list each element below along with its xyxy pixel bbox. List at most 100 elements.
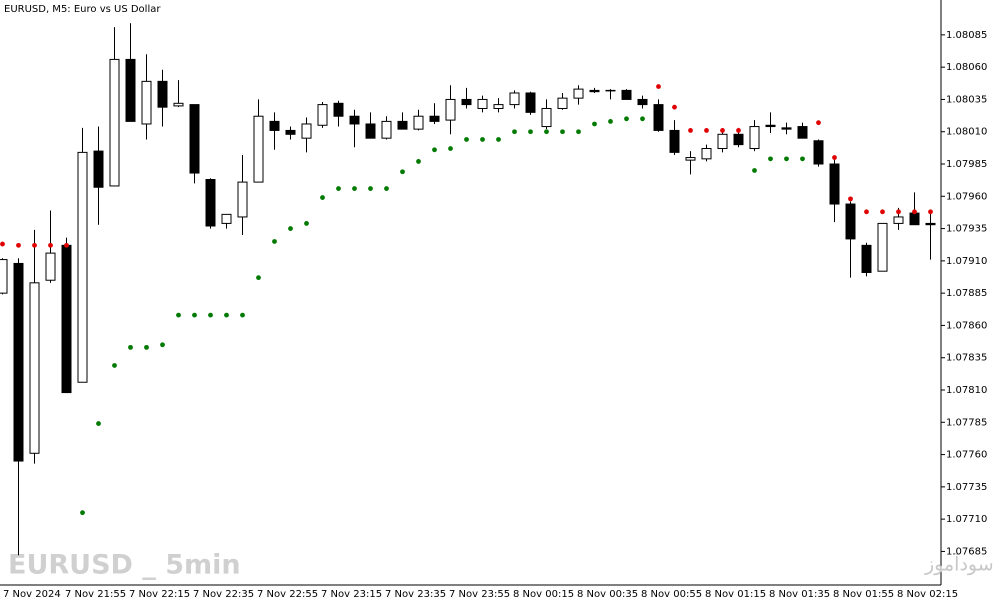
x-tick-label: 8 Nov 01:35 [769,589,830,600]
sar-dot [496,137,501,142]
candle-body [589,89,600,93]
sar-dot [640,116,645,122]
candle-body [925,222,936,226]
candle-body [621,89,632,100]
candle-body [541,107,552,128]
candle-body [669,129,680,153]
candle-body [653,104,664,131]
sar-dot [16,242,21,248]
x-tick-label: 7 Nov 21:55 [65,589,126,600]
candle-body [221,213,232,224]
candle-body [509,92,520,106]
sar-dot [688,128,693,133]
candle-body [861,244,872,273]
candle-body [637,98,648,106]
y-tick-label: 1.07760 [946,450,987,461]
y-tick-label: 1.08010 [946,127,987,138]
candle-body [13,262,24,462]
x-tick-label: 8 Nov 00:55 [641,589,702,600]
candle-body [829,163,840,205]
sar-dot [288,226,293,231]
y-tick-label: 1.07785 [946,417,987,428]
sar-dot [512,129,517,135]
candle-body [93,150,104,188]
sar-dot [864,209,869,215]
candle-body [477,98,488,109]
candle-body [317,104,328,126]
candle-body [349,115,360,125]
x-tick-label: 8 Nov 01:55 [833,589,894,600]
y-tick-label: 1.08035 [946,94,987,105]
sar-dot [384,186,389,191]
sar-dot [192,312,197,318]
y-tick-label: 1.07910 [946,256,987,267]
sar-dot [80,510,85,516]
y-tick-label: 1.07735 [946,482,987,493]
sar-dot [96,421,101,426]
x-tick-label: 7 Nov 23:35 [385,589,446,600]
sar-dot [720,128,725,133]
candle-body [397,120,408,130]
sar-dot [256,275,261,281]
sar-dot [592,121,597,127]
candle-body [493,104,504,109]
sar-dot [32,242,37,248]
candle-body [877,222,888,272]
sar-dot [144,344,149,350]
candle-body [749,126,760,150]
sar-dot [368,186,373,191]
sar-dot [160,342,165,348]
sar-dot [752,168,757,173]
sar-dot [896,209,901,215]
candle-body [141,80,152,125]
y-tick-label: 1.07685 [946,546,987,557]
sar-dot [608,118,613,124]
candle-body [381,120,392,139]
sar-dot [128,344,133,350]
y-tick-label: 1.07710 [946,514,987,525]
candle-body [413,115,424,130]
candle-body [781,127,792,130]
x-tick-label: 8 Nov 02:15 [897,589,958,600]
sar-dot [816,120,821,126]
sar-dot [240,312,245,318]
candle-body [573,88,584,99]
candle-body [429,115,440,122]
x-tick-label: 7 Nov 23:15 [321,589,382,600]
sar-dot [624,116,629,122]
candle-body [45,252,56,281]
sar-dot [432,147,437,153]
chart-title: EURUSD, M5: Euro vs US Dollar [4,4,161,15]
sar-dot [448,146,453,151]
sar-dot [528,129,533,135]
x-tick-label: 8 Nov 01:15 [705,589,766,600]
candle-body [461,98,472,106]
sar-dot [928,209,933,215]
candle-body [605,89,616,92]
x-tick-label: 7 Nov 22:55 [257,589,318,600]
watermark: EURUSD _ 5min [8,550,241,581]
y-tick-label: 1.08085 [946,30,987,41]
candle-body [125,58,136,122]
y-tick-label: 1.07860 [946,320,987,331]
candle-body [189,104,200,174]
sar-dot [560,129,565,135]
sar-dot [480,137,485,142]
candle-body [701,148,712,160]
candle-body [237,181,248,218]
sar-dot [704,128,709,133]
candle-body [365,123,376,139]
y-tick-label: 1.07985 [946,159,987,170]
annotation: انتشار در سایت سودآموز [924,552,994,576]
candle-body [285,129,296,135]
candle-body [269,120,280,131]
x-tick-label: 7 Nov 22:35 [193,589,254,600]
sar-dot [784,156,789,162]
sar-dot [768,156,773,162]
sar-dot [320,195,325,200]
y-tick-label: 1.07810 [946,385,987,396]
candle-body [445,98,456,121]
sar-dot [800,156,805,162]
candle-body [893,216,904,224]
